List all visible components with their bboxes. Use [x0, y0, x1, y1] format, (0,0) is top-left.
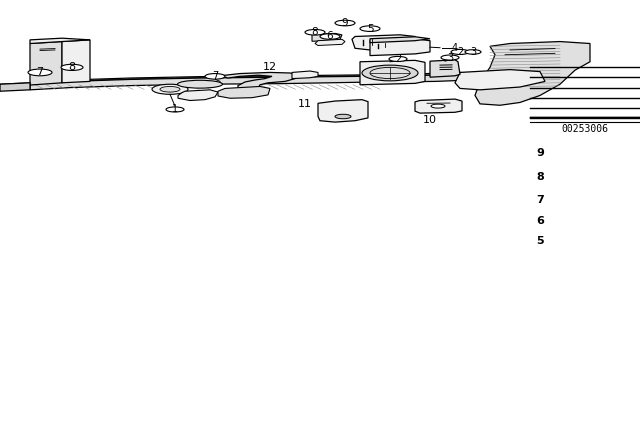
Circle shape [360, 26, 380, 31]
Circle shape [389, 56, 407, 61]
Text: 10: 10 [423, 115, 437, 125]
Polygon shape [535, 263, 550, 269]
Circle shape [583, 240, 601, 246]
Polygon shape [0, 83, 30, 86]
Text: 4: 4 [452, 43, 458, 53]
Circle shape [166, 107, 184, 112]
Circle shape [587, 179, 597, 181]
Circle shape [320, 34, 340, 39]
Circle shape [61, 64, 83, 70]
Text: 00253006: 00253006 [561, 124, 609, 134]
Text: 7: 7 [36, 68, 44, 78]
Circle shape [586, 223, 598, 226]
Text: 9: 9 [536, 148, 544, 158]
Text: 8: 8 [536, 172, 544, 182]
Text: 8: 8 [312, 27, 318, 37]
Polygon shape [178, 90, 218, 100]
Circle shape [28, 69, 52, 76]
Polygon shape [315, 39, 345, 46]
Text: 3: 3 [470, 47, 476, 57]
Circle shape [580, 150, 604, 157]
Circle shape [362, 65, 418, 81]
Text: 11: 11 [298, 99, 312, 109]
Text: 2: 2 [395, 54, 401, 64]
Text: 9: 9 [342, 18, 348, 28]
Polygon shape [430, 60, 460, 77]
Polygon shape [535, 263, 630, 269]
Circle shape [588, 241, 596, 244]
Polygon shape [475, 42, 590, 105]
Circle shape [451, 49, 469, 55]
Text: 1: 1 [172, 104, 178, 115]
Circle shape [335, 20, 355, 26]
Circle shape [335, 114, 351, 119]
Text: 6: 6 [326, 31, 333, 42]
Polygon shape [415, 99, 462, 113]
Polygon shape [455, 69, 545, 90]
Polygon shape [30, 42, 62, 85]
Polygon shape [30, 38, 90, 43]
Polygon shape [30, 74, 472, 90]
Polygon shape [352, 35, 420, 50]
Circle shape [152, 84, 188, 95]
Polygon shape [220, 73, 300, 90]
Text: 8: 8 [68, 62, 76, 73]
Text: 6: 6 [536, 216, 544, 226]
Polygon shape [360, 60, 425, 85]
Text: 2: 2 [457, 47, 463, 57]
Polygon shape [370, 39, 430, 56]
Polygon shape [318, 99, 368, 122]
Polygon shape [0, 83, 30, 91]
Polygon shape [574, 178, 610, 182]
Text: 7: 7 [536, 195, 544, 205]
Text: 5: 5 [367, 24, 373, 34]
Polygon shape [574, 222, 610, 227]
Circle shape [160, 86, 180, 92]
Text: 3: 3 [447, 52, 453, 63]
Polygon shape [62, 40, 90, 83]
Text: 12: 12 [263, 62, 277, 72]
Circle shape [431, 104, 445, 108]
Polygon shape [370, 37, 430, 43]
Text: 5: 5 [536, 237, 544, 246]
Polygon shape [218, 86, 270, 98]
Polygon shape [292, 71, 318, 78]
Circle shape [205, 73, 225, 79]
Circle shape [370, 67, 410, 78]
Text: 7: 7 [212, 71, 218, 82]
Polygon shape [30, 73, 470, 84]
Polygon shape [312, 34, 342, 41]
Circle shape [305, 30, 325, 35]
Circle shape [465, 50, 481, 54]
Circle shape [580, 197, 604, 204]
Ellipse shape [177, 80, 223, 88]
Circle shape [441, 55, 459, 60]
